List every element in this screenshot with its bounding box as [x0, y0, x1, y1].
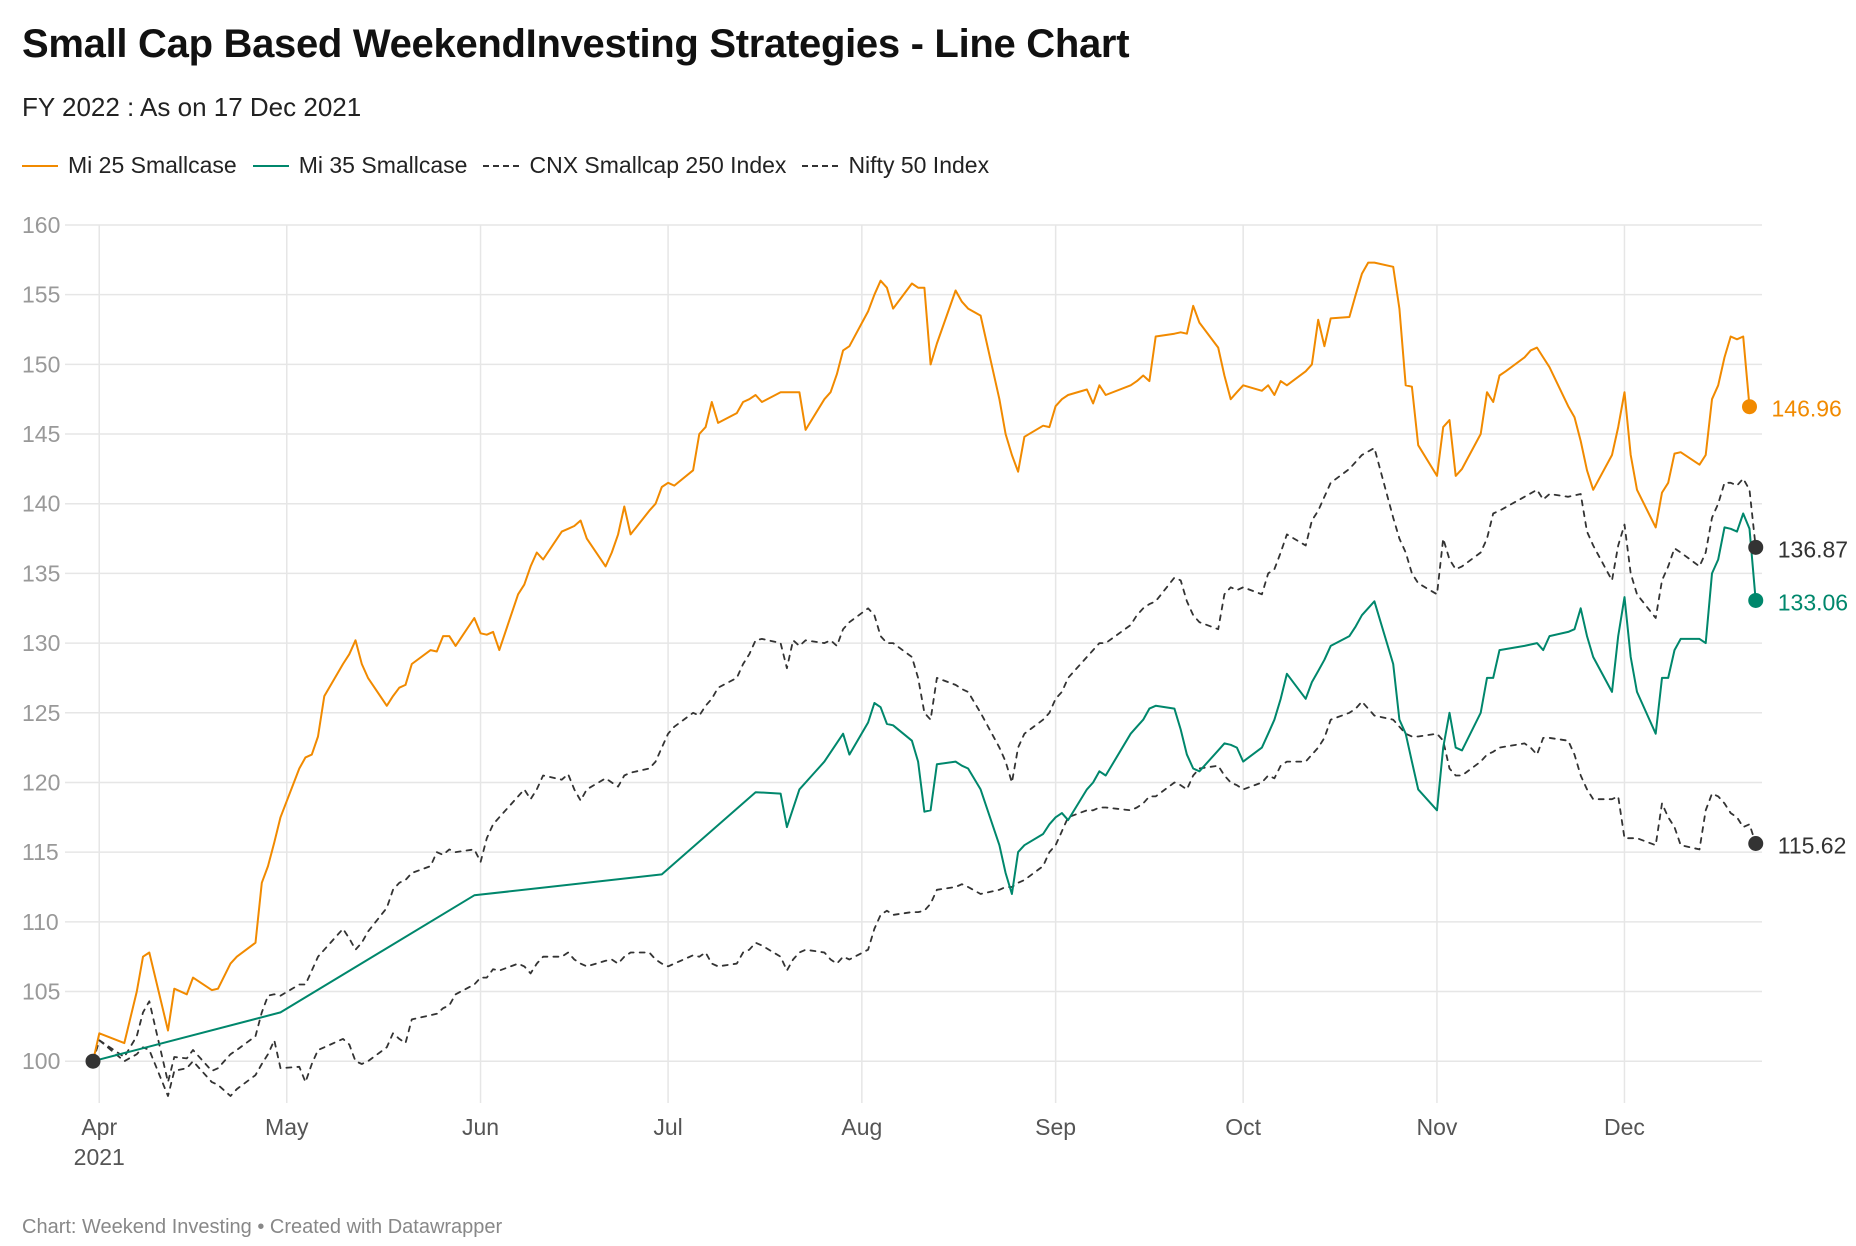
y-tick-label: 140: [22, 491, 60, 517]
x-tick-label: Sep: [1035, 1114, 1076, 1140]
end-point-dot-2: [1748, 539, 1764, 555]
end-point-dot-1: [1748, 592, 1764, 608]
x-tick-label: Oct: [1225, 1114, 1261, 1140]
chart-subtitle: FY 2022 : As on 17 Dec 2021: [22, 92, 362, 122]
legend-label-mi35: Mi 35 Smallcase: [298, 152, 468, 178]
y-tick-label: 130: [22, 630, 60, 656]
legend-swatch-mi35: [252, 164, 289, 167]
series-line-0: [92, 261, 1751, 1063]
y-tick-label: 115: [22, 839, 59, 865]
legend-item-mi35[interactable]: Mi 35 Smallcase: [252, 152, 468, 179]
x-tick-label: Jun: [462, 1114, 499, 1140]
end-value-label-1: 133.06: [1778, 589, 1848, 615]
y-tick-label: 160: [22, 212, 60, 238]
legend-label-nifty50: Nifty 50 Index: [848, 152, 990, 178]
x-tick-label: Aug: [841, 1114, 882, 1140]
end-point-dot-0: [1741, 399, 1757, 415]
y-tick-label: 110: [22, 909, 59, 935]
legend-label-smallcap250: CNX Smallcap 250 Index: [529, 152, 787, 178]
x-tick-label: Nov: [1416, 1114, 1457, 1140]
y-tick-label: 155: [22, 282, 60, 308]
x-tick-sublabel: 2021: [74, 1144, 125, 1170]
end-value-label-0: 146.96: [1771, 396, 1841, 422]
y-tick-label: 150: [22, 351, 60, 377]
y-tick-label: 120: [22, 769, 60, 795]
y-tick-label: 105: [22, 979, 60, 1005]
x-tick-label: May: [265, 1114, 309, 1140]
y-tick-label: 135: [22, 560, 60, 586]
legend-swatch-mi25: [22, 164, 58, 167]
x-tick-label: Apr: [81, 1114, 117, 1140]
series-line-2: [92, 447, 1757, 1083]
x-tick-label: Dec: [1604, 1114, 1645, 1140]
end-value-label-3: 115.62: [1778, 833, 1847, 859]
legend-item-nifty50[interactable]: Nifty 50 Index: [802, 152, 989, 179]
legend-label-mi25: Mi 25 Smallcase: [68, 152, 237, 178]
start-point-dot: [85, 1053, 101, 1069]
x-tick-label: Jul: [653, 1114, 682, 1140]
legend-item-mi25[interactable]: Mi 25 Smallcase: [22, 152, 237, 179]
legend-swatch-smallcap250: [483, 164, 520, 167]
legend-item-smallcap250[interactable]: CNX Smallcap 250 Index: [483, 152, 786, 179]
legend: Mi 25 Smallcase Mi 35 Smallcase CNX Smal…: [22, 152, 1005, 179]
series-line-1: [92, 512, 1757, 1063]
y-tick-label: 145: [22, 421, 60, 447]
y-tick-label: 100: [22, 1048, 60, 1074]
end-point-dot-3: [1748, 836, 1764, 852]
chart-title: Small Cap Based WeekendInvesting Strateg…: [22, 22, 1130, 66]
chart-footer: Chart: Weekend Investing • Created with …: [22, 1216, 503, 1238]
legend-swatch-nifty50: [802, 164, 839, 167]
series-line-3: [92, 700, 1757, 1097]
end-value-label-2: 136.87: [1778, 536, 1848, 562]
y-tick-label: 125: [22, 700, 60, 726]
